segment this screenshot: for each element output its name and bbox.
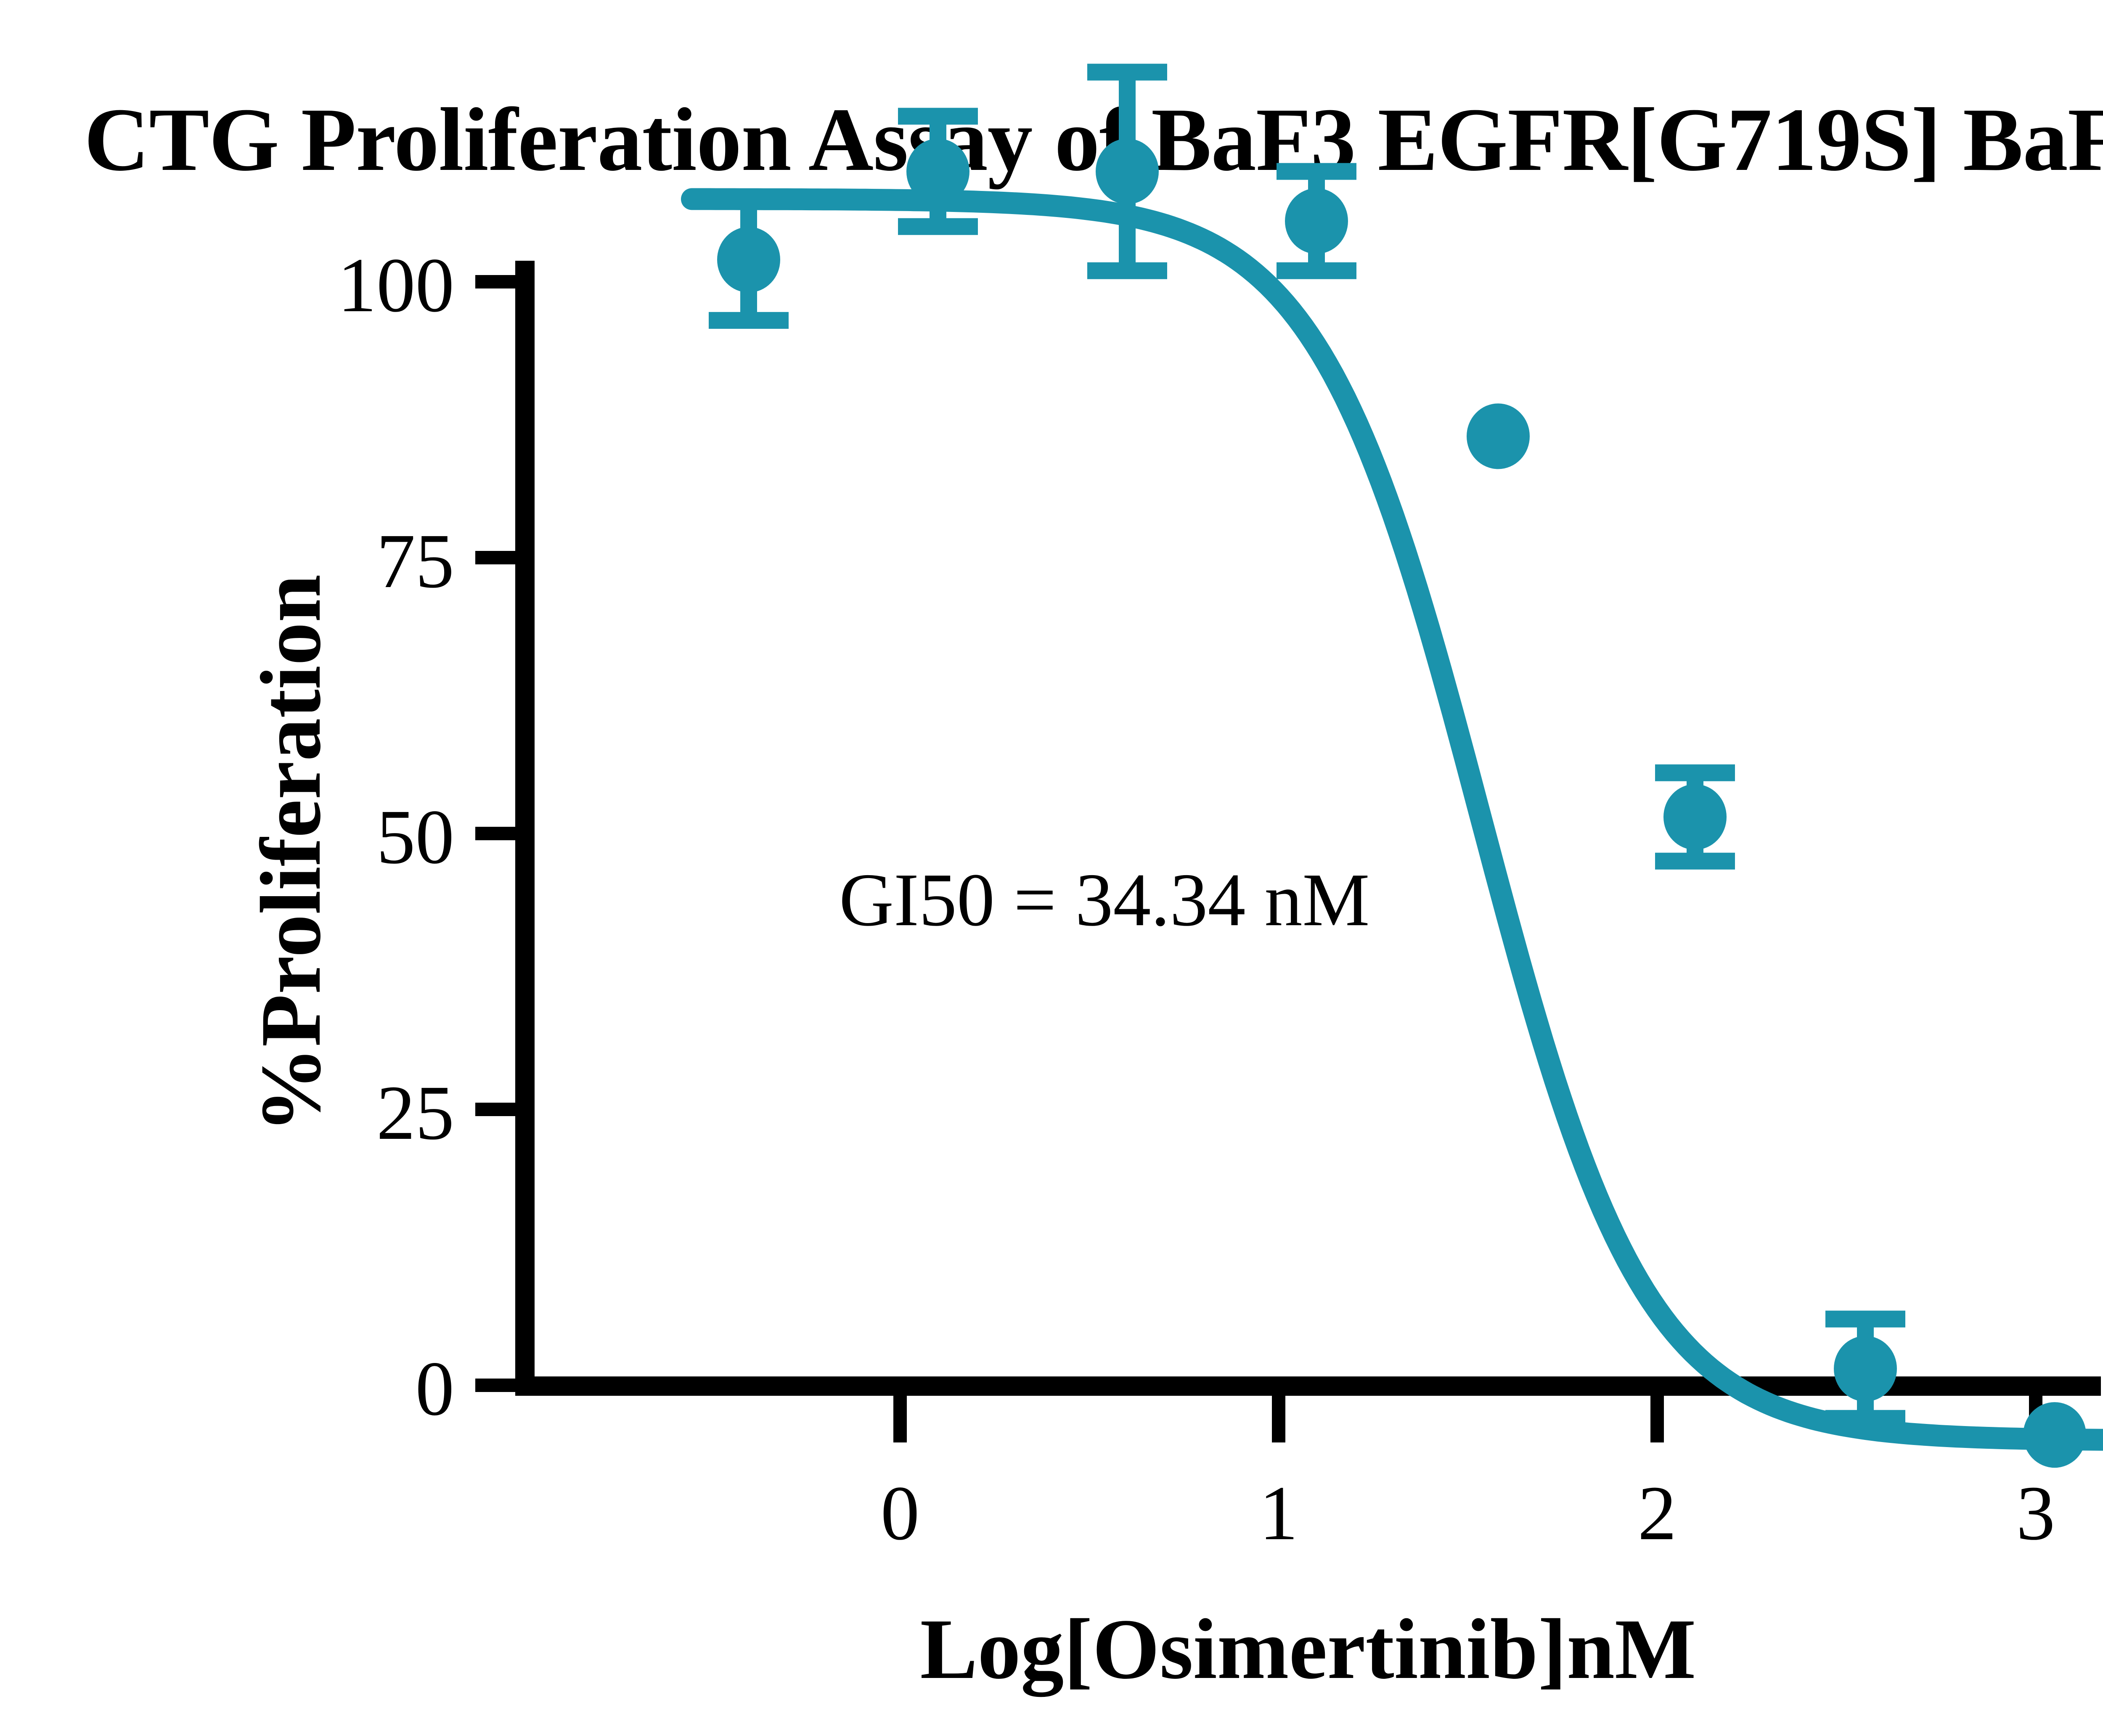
y-tick-label-75: 75	[376, 518, 454, 604]
chart-title: CTG Proliferation Assay of BaF3 EGFR[G71…	[84, 89, 2103, 190]
x-tick-label-1: 1	[1259, 1470, 1298, 1556]
data-point-marker	[1096, 138, 1159, 204]
y-tick-label-50: 50	[376, 794, 454, 880]
data-point-marker	[2023, 1402, 2086, 1468]
data-point-marker	[1467, 403, 1530, 469]
y-tick-labels: 100 75 50 25 0	[338, 242, 455, 1432]
y-tick-label-0: 0	[416, 1346, 455, 1432]
x-tick-label-0: 0	[881, 1470, 920, 1556]
y-tick-label-100: 100	[338, 242, 455, 328]
data-point-marker	[717, 227, 780, 293]
x-tick-label-2: 2	[1638, 1470, 1677, 1556]
y-axis-ticks	[475, 275, 525, 1392]
data-point-marker	[906, 138, 969, 204]
data-point-marker	[1834, 1336, 1897, 1402]
x-tick-label-3: 3	[2016, 1470, 2055, 1556]
x-tick-labels: 0 1 2 3	[881, 1470, 2055, 1556]
x-axis-title: Log[Osimertinib]nM	[920, 1601, 1696, 1697]
y-axis-title: %Proliferation	[243, 574, 339, 1133]
y-tick-label-25: 25	[376, 1070, 454, 1156]
gi50-annotation: GI50 = 34.34 nM	[839, 858, 1370, 942]
data-points-layer	[709, 64, 2086, 1468]
data-point-marker	[1663, 784, 1727, 850]
data-point-marker	[1285, 188, 1348, 254]
fit-curve	[681, 188, 2103, 1451]
